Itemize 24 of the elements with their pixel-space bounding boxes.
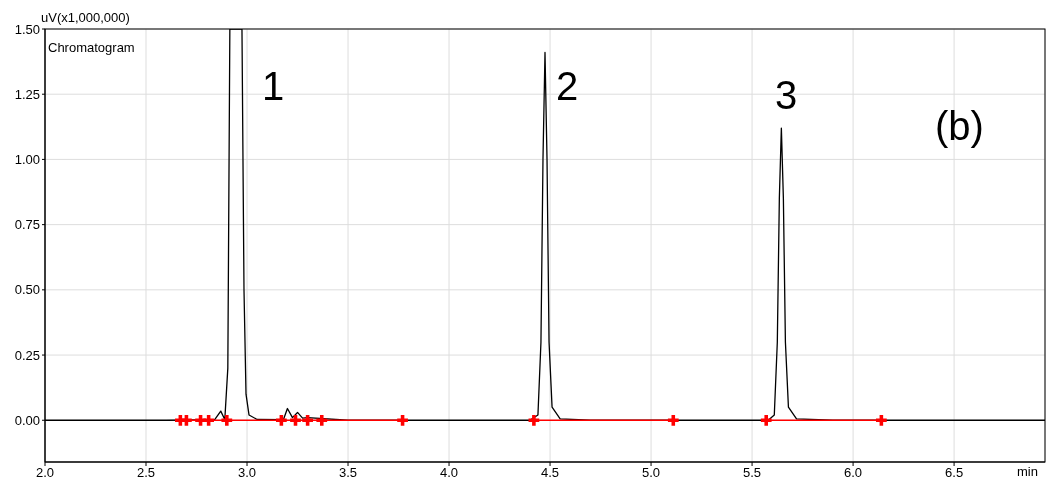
y-tick-label: 1.50 [14,21,40,37]
x-tick-label: 3.0 [237,465,257,481]
x-tick-label: 2.5 [136,465,156,481]
x-axis-title: min [1017,464,1038,479]
x-tick-label: 2.0 [35,465,55,481]
y-tick-label: 0.50 [14,282,40,298]
x-tick-label: 5.5 [743,465,762,481]
annotation: 3 [775,73,798,118]
x-tick-label: 4.0 [440,465,459,481]
annotation: Chromatogram [48,40,135,55]
y-tick-label: 0.25 [14,347,40,363]
annotation: (b) [935,104,984,149]
x-tick-label: 6.5 [945,465,964,481]
y-tick-label: 1.00 [14,152,40,168]
x-tick-label: 4.5 [541,465,560,481]
x-tick-label: 6.0 [844,465,863,481]
x-tick-label: 5.0 [642,465,661,481]
annotation: 1 [262,64,285,109]
y-tick-label: 0.75 [14,217,40,233]
y-axis-title: uV(x1,000,000) [41,10,130,25]
x-tick-label: 3.5 [338,465,358,481]
annotation: 2 [556,64,579,109]
y-tick-label: 1.25 [14,86,40,102]
y-tick-label: 0.00 [14,412,40,428]
